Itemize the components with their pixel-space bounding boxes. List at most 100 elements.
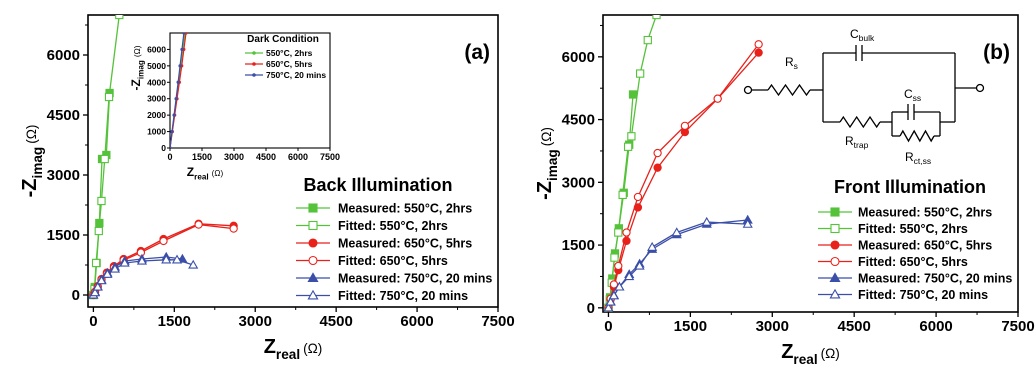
y-axis-label-unit: (Ω) [539,127,554,146]
label-css-main: C [904,87,913,101]
legend-marker [308,220,318,231]
legend-marker [830,223,840,234]
x-axis-label-unit: (Ω) [821,346,840,361]
panel-a: 0 1500 3000 4500 6000 7500 0 1500 3000 4500 6000 Zr… [19,14,515,362]
data-point [159,236,168,246]
x-axis-label-main: Z [781,341,793,363]
x-axis-label: Zreal (Ω) [781,341,840,367]
label-rtrap: Rtrap [845,134,869,150]
legend-label: Fitted: 750°C, 20 mins [858,288,988,302]
data-point [115,15,124,20]
legend-label: Fitted: 650°C, 5hrs [338,254,448,268]
data-point [652,15,661,20]
inset-series-line-2 [170,33,185,148]
inset-data-point [172,113,176,117]
x-tick-label: 4500 [837,318,870,335]
inset-y-tick-label: 4000 [147,77,166,87]
data-point [89,287,101,297]
series-group [88,15,238,300]
legend-label: Measured: 650°C, 5hrs [338,237,472,251]
inset-y-tick-label: 1000 [147,127,166,137]
y-tick-label: 4500 [47,107,80,124]
inset-x-axis-label-main: Z [187,165,194,179]
data-point [603,302,614,312]
y-axis-label-main: -Z [19,179,41,198]
inset-y-tick-label: 5000 [147,61,166,71]
inset-chart: 0 1500 3000 4500 6000 7500 0 1000 2000 3000 4000 50… [129,32,340,182]
x-axis-label-sub: real [793,352,817,367]
data-point [171,254,183,264]
data-point [628,90,638,99]
legend-label: Measured: 750°C, 20 mins [338,272,492,286]
inset-data-point [170,146,172,148]
label-rct: Rct,ss [905,150,931,166]
inset-frame [169,32,331,149]
label-css-sub: ss [913,93,922,103]
x-tick-label: 0 [89,313,97,330]
resistor-rtrap [839,115,881,129]
data-point [647,241,658,251]
y-axis-label-sub: imag [545,149,560,181]
data-point [614,261,623,271]
data-point [614,281,625,291]
inset-y-tick-label: 0 [161,143,166,153]
inset-legend-label: 750°C, 20 mins [266,70,326,80]
condition-label: Front Illumination [834,177,986,197]
legend-marker [307,272,319,283]
x-tick-label: 4500 [319,313,352,330]
inset-data-point [178,64,182,68]
label-css: Css [904,87,921,103]
data-point [742,218,753,228]
inset-y-tick-label: 3000 [147,94,166,104]
data-point [97,196,106,206]
y-axis-label: -Zimag (Ω) [534,127,560,200]
data-point [635,69,645,78]
label-rct-main: R [905,150,914,164]
data-point [609,280,619,289]
y-tick-label: 3000 [562,174,595,191]
y-axis-label-unit: (Ω) [24,125,39,144]
inset-data-point [180,47,184,52]
data-point [608,290,620,300]
equivalent-circuit [743,45,985,143]
inset-data-point [182,33,186,35]
y-tick-label: 0 [587,300,595,317]
legend-marker [829,288,841,299]
legend-label: Fitted: 750°C, 20 mins [338,289,468,303]
legend-label: Measured: 550°C, 2hrs [858,206,992,220]
legend-label: Measured: 750°C, 20 mins [858,272,1012,286]
x-tick-label: 0 [604,318,612,335]
data-point [671,227,682,237]
series-line-3 [607,43,760,308]
x-axis-label-main: Z [264,336,276,358]
inset-y-tick-label: 2000 [147,110,166,120]
y-tick-label: 6000 [562,49,595,66]
label-cbulk: Cbulk [850,27,875,43]
legend-marker [308,238,318,248]
terminal-left [743,85,753,95]
legend-marker [307,289,319,300]
inset-x-tick-label: 1500 [192,152,212,162]
legend-marker [830,207,840,217]
data-point [713,94,722,103]
legend-marker [829,272,841,283]
inset-legend-marker [252,73,256,77]
resistor-rs [767,83,811,97]
x-tick-label: 3000 [239,313,272,330]
data-point [610,253,619,262]
inset-x-tick-label: 4500 [256,152,276,162]
data-point [643,35,652,45]
inset-y-axis-label-sub: imag [137,60,146,79]
data-point [92,281,103,291]
data-point [623,142,633,151]
x-axis-label-unit: (Ω) [303,341,322,356]
terminal-right [975,83,985,93]
data-point [653,163,662,172]
label-cbulk-sub: bulk [859,33,875,43]
data-point [91,258,101,268]
label-rs-sub: s [794,61,798,71]
data-point [622,228,631,237]
data-point [618,190,627,200]
x-tick-label: 3000 [756,318,789,335]
